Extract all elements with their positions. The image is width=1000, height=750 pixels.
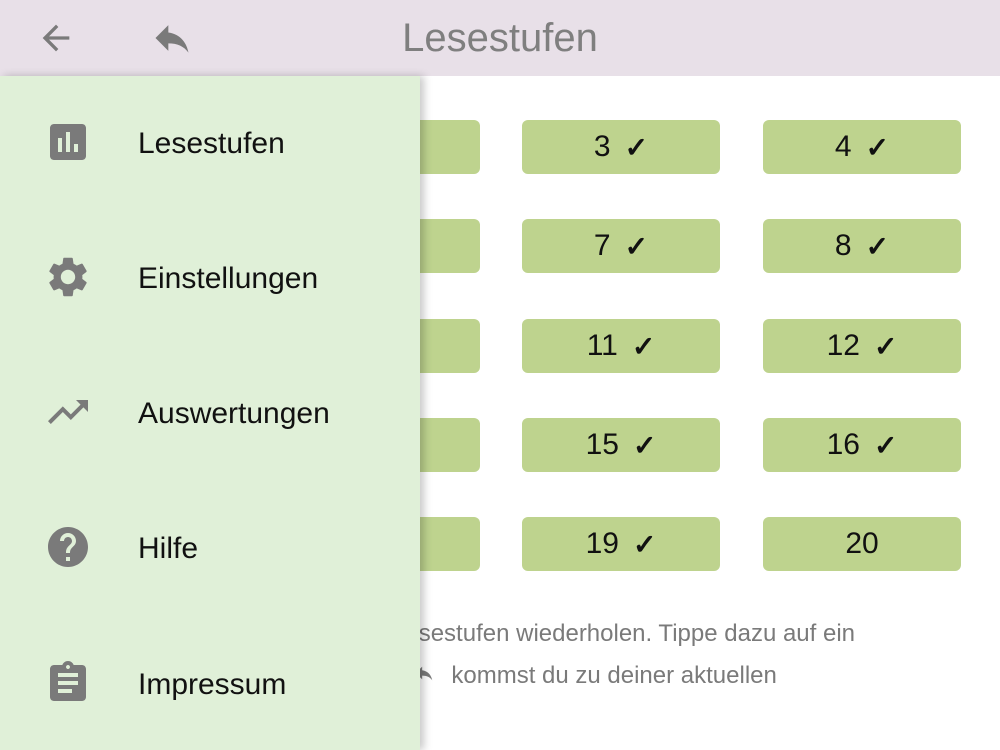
level-label: 15: [585, 428, 619, 461]
level-button[interactable]: 12 ✓: [763, 319, 961, 373]
level-button[interactable]: 8 ✓: [763, 219, 961, 273]
level-button[interactable]: 19 ✓: [522, 517, 720, 571]
level-label: 3: [593, 130, 611, 163]
level-button[interactable]: 4 ✓: [763, 120, 961, 174]
check-icon: ✓: [865, 230, 890, 262]
menu-item-label: Hilfe: [138, 532, 199, 565]
level-label: 16: [826, 428, 860, 461]
navigation-drawer: Lesestufen Einstellungen Auswertungen Hi…: [0, 76, 420, 750]
menu-item-label: Impressum: [138, 668, 287, 701]
menu-item-hilfe[interactable]: Hilfe: [0, 501, 420, 597]
check-icon: ✓: [631, 330, 656, 362]
reply-icon[interactable]: [148, 16, 196, 60]
check-icon: ✓: [873, 429, 898, 461]
trending-up-icon: [44, 388, 92, 436]
check-icon: ✓: [632, 429, 657, 461]
hint-text-line-2: eil kommst du zu deiner aktuellen: [372, 662, 777, 691]
gear-icon: [44, 253, 92, 301]
level-button[interactable]: 11 ✓: [522, 319, 720, 373]
hint-line-2-end: kommst du zu deiner aktuellen: [451, 662, 777, 689]
level-label: 20: [845, 527, 879, 560]
level-label: 7: [593, 229, 611, 262]
page-title: Lesestufen: [402, 16, 598, 60]
menu-item-auswertungen[interactable]: Auswertungen: [0, 366, 420, 462]
arrow-back-icon[interactable]: [34, 18, 78, 58]
level-button[interactable]: 16 ✓: [763, 418, 961, 472]
check-icon: ✓: [624, 131, 649, 163]
clipboard-icon: [44, 659, 92, 707]
level-label: 12: [826, 329, 860, 362]
menu-item-lesestufen[interactable]: Lesestufen: [0, 96, 420, 192]
check-icon: ✓: [632, 528, 657, 560]
level-label: 4: [834, 130, 852, 163]
level-label: 19: [585, 527, 619, 560]
menu-item-label: Lesestufen: [138, 127, 285, 160]
check-icon: ✓: [865, 131, 890, 163]
help-icon: [44, 523, 92, 571]
menu-item-label: Einstellungen: [138, 262, 319, 295]
level-button[interactable]: 3 ✓: [522, 120, 720, 174]
level-button[interactable]: 20: [763, 517, 961, 571]
hint-text-line-1: e Lesestufen wiederholen. Tippe dazu auf…: [372, 620, 855, 648]
level-label: 11: [586, 329, 618, 362]
menu-item-impressum[interactable]: Impressum: [0, 637, 420, 733]
hint-line-1: e Lesestufen wiederholen. Tippe dazu auf…: [372, 620, 856, 647]
level-button[interactable]: 15 ✓: [522, 418, 720, 472]
level-label: 8: [834, 229, 852, 262]
menu-item-einstellungen[interactable]: Einstellungen: [0, 231, 420, 327]
check-icon: ✓: [624, 230, 649, 262]
check-icon: ✓: [873, 330, 898, 362]
app-header: Lesestufen: [0, 0, 1000, 76]
bar-chart-icon: [44, 118, 92, 166]
menu-item-label: Auswertungen: [138, 397, 330, 430]
level-button[interactable]: 7 ✓: [522, 219, 720, 273]
